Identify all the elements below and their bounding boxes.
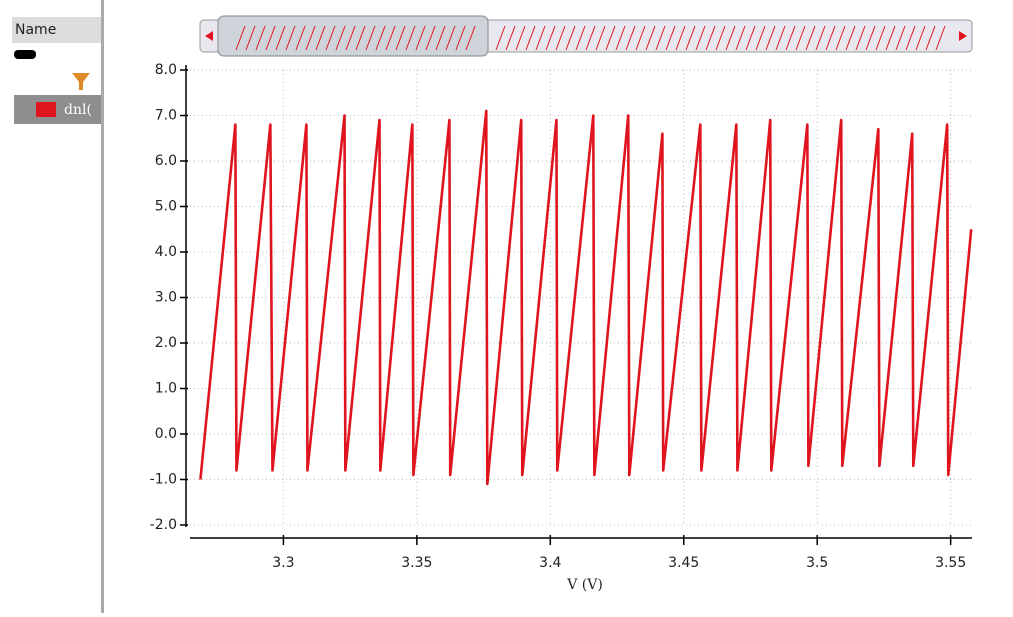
y-tick-label: 2.0: [155, 335, 177, 351]
y-tick-label: 4.0: [155, 244, 177, 260]
x-tick-label: 3.5: [806, 555, 828, 571]
x-tick-label: 3.4: [539, 555, 561, 571]
icon: [14, 50, 36, 59]
y-tick-label: 0.0: [155, 426, 177, 442]
overview-wave: [235, 25, 946, 51]
scroll-right[interactable]: [959, 31, 967, 41]
y-tick-label: 1.0: [155, 381, 177, 397]
x-tick-label: 3.3: [272, 555, 294, 571]
y-tick-label: 7.0: [155, 108, 177, 124]
filter-icon[interactable]: [72, 73, 90, 90]
y-tick-label: 6.0: [155, 153, 177, 169]
x-axis-label: V (V): [566, 577, 603, 593]
y-tick-label: -2.0: [150, 517, 177, 533]
sidebar-header: [12, 17, 102, 43]
y-tick-label: 8.0: [155, 62, 177, 78]
y-tick-label: 3.0: [155, 290, 177, 306]
scroll-thumb[interactable]: [217, 15, 489, 57]
x-tick-label: 3.35: [401, 555, 432, 571]
y-tick-label: -1.0: [150, 472, 177, 488]
x-tick-label: 3.45: [668, 555, 699, 571]
sidebar-title: Name: [15, 22, 56, 38]
x-tick-label: 3.55: [935, 555, 966, 571]
legend-item[interactable]: [14, 95, 102, 124]
sidebar: [0, 0, 103, 613]
legend-swatch: [36, 102, 56, 117]
y-tick-label: 5.0: [155, 199, 177, 215]
scroll-left[interactable]: [205, 31, 213, 41]
line-series: [199, 109, 973, 486]
legend-label: dnl(: [64, 102, 92, 118]
